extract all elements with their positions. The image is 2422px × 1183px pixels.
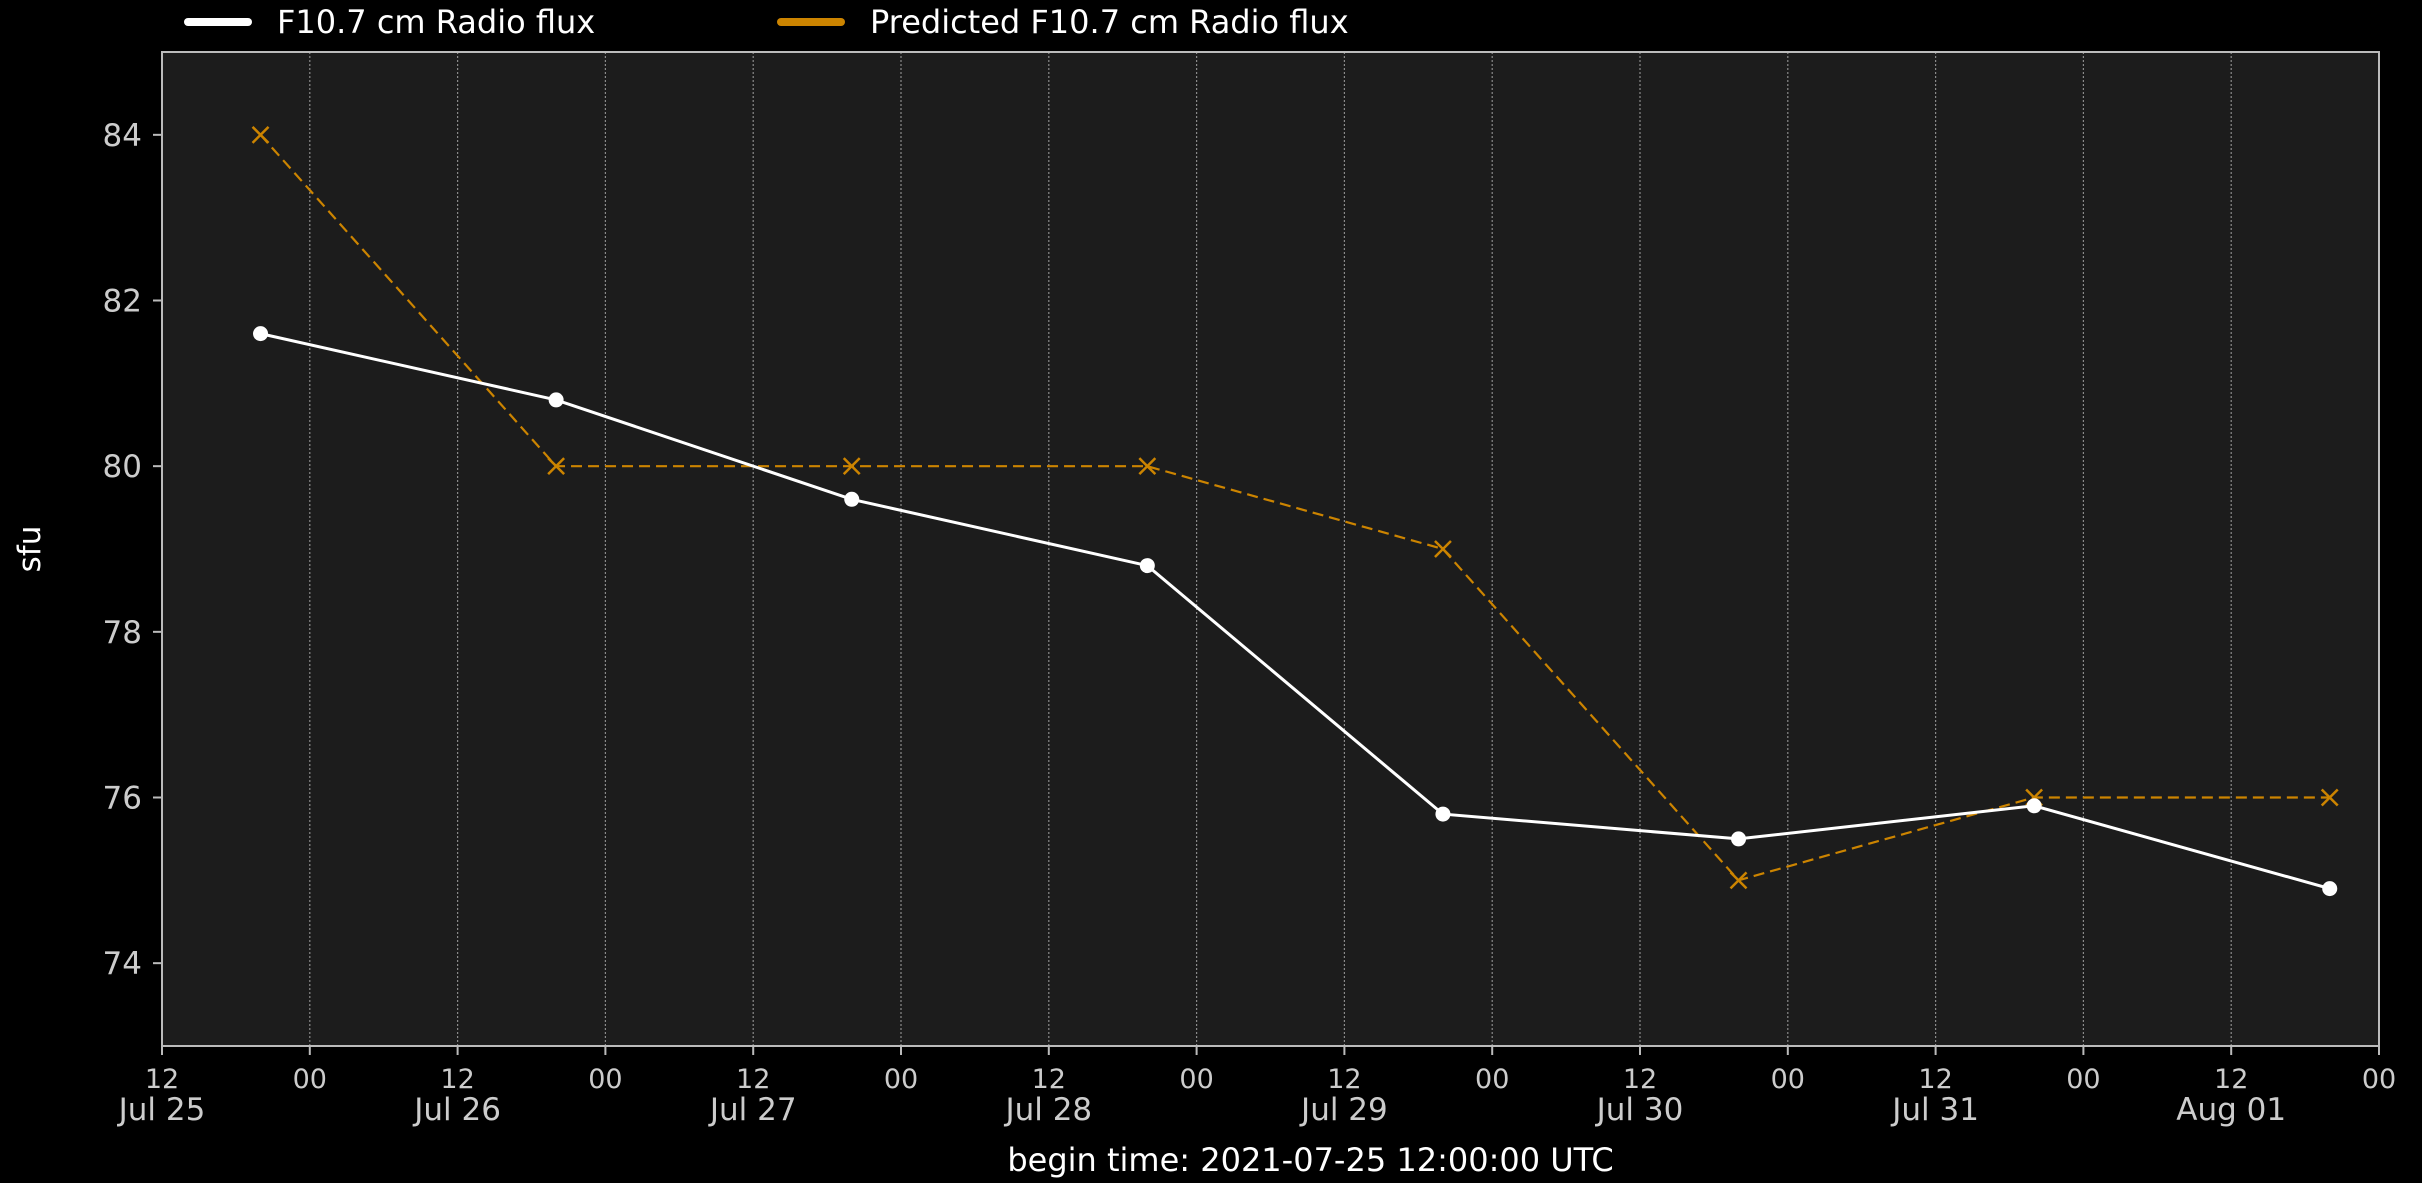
x-tick-label-hour: 12 — [1032, 1064, 1066, 1095]
x-tick-label-hour: 00 — [2362, 1064, 2396, 1095]
x-tick-label-hour: 00 — [2066, 1064, 2100, 1095]
grid — [309, 52, 2232, 1046]
x-axis-label: begin time: 2021-07-25 12:00:00 UTC — [1007, 1141, 1613, 1179]
x-tick-label-date: Jul 28 — [1003, 1092, 1092, 1128]
y-tick-label: 76 — [103, 781, 142, 817]
y-tick-label: 82 — [103, 284, 142, 320]
plot-frame — [161, 51, 2380, 1047]
data-point — [2322, 881, 2338, 897]
data-point — [251, 125, 270, 144]
legend: F10.7 cm Radio flux Predicted F10.7 cm Ra… — [184, 3, 1349, 41]
x-tick-label-hour: 12 — [145, 1064, 179, 1095]
x-tick-label-hour: 12 — [440, 1064, 474, 1095]
x-tick-label-date: Jul 27 — [708, 1092, 797, 1128]
legend-item-1: F10.7 cm Radio flux — [184, 3, 595, 41]
legend-item-2: Predicted F10.7 cm Radio flux — [777, 3, 1349, 41]
series-line — [260, 332, 2331, 891]
x-tick-label-hour: 12 — [1623, 1064, 1657, 1095]
x-tick-label-date: Aug 01 — [2176, 1092, 2286, 1128]
data-point — [547, 457, 566, 476]
y-tick-label: 78 — [103, 615, 142, 651]
y-axis-label: sfu — [12, 526, 48, 573]
data-point — [253, 326, 269, 342]
data-point — [1139, 558, 1155, 574]
x-tick-label-hour: 12 — [1918, 1064, 1952, 1095]
series-1 — [253, 326, 2338, 897]
plot-area — [162, 52, 2379, 1046]
data-point — [1435, 806, 1451, 822]
data-point — [2026, 798, 2042, 814]
y-tick-label: 80 — [103, 449, 142, 485]
data-point — [842, 457, 861, 476]
data-point — [1731, 831, 1747, 847]
x-tick-label-hour: 12 — [2214, 1064, 2248, 1095]
x-tick-label-hour: 12 — [736, 1064, 770, 1095]
x-tick-label-hour: 00 — [293, 1064, 327, 1095]
x-tick-label-date: Jul 29 — [1299, 1092, 1388, 1128]
series-layer — [251, 125, 2339, 897]
data-point — [2320, 788, 2339, 807]
data-point — [1138, 457, 1157, 476]
data-point — [548, 392, 564, 408]
y-tick-label: 74 — [103, 946, 142, 982]
y-tick-label: 84 — [103, 118, 142, 154]
data-point — [1434, 540, 1452, 558]
x-tick-label-date: Jul 30 — [1595, 1092, 1684, 1128]
x-tick-label-hour: 00 — [588, 1064, 622, 1095]
x-tick-label-hour: 00 — [884, 1064, 918, 1095]
data-point — [1729, 871, 1748, 890]
x-tick-label-date: Jul 31 — [1890, 1092, 1979, 1128]
x-tick-label-hour: 00 — [1475, 1064, 1509, 1095]
legend-label: Predicted F10.7 cm Radio flux — [870, 3, 1349, 41]
data-point — [844, 491, 860, 507]
x-tick-label-hour: 00 — [1179, 1064, 1213, 1095]
x-tick-label-hour: 00 — [1771, 1064, 1805, 1095]
x-tick-label-date: Jul 26 — [412, 1092, 501, 1128]
x-tick-label-date: Jul 25 — [117, 1092, 206, 1128]
y-axis: 74 76 78 80 82 84 — [103, 118, 162, 982]
x-tick-label-hour: 12 — [1327, 1064, 1361, 1095]
legend-label: F10.7 cm Radio flux — [277, 3, 595, 41]
